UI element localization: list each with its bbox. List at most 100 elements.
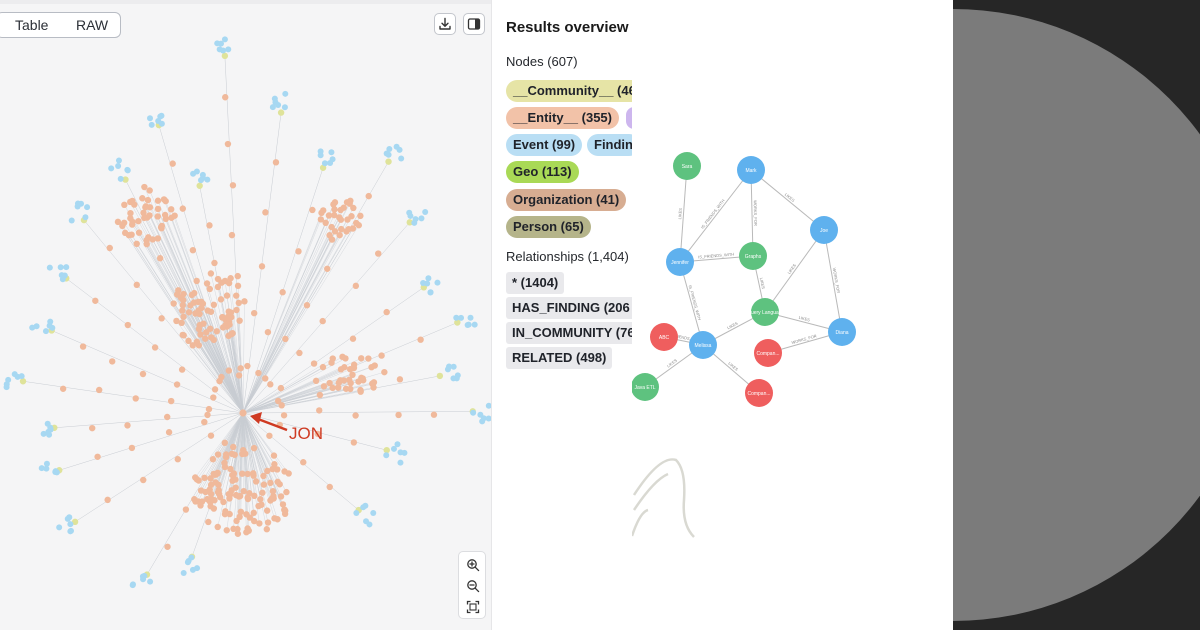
entity-node[interactable]	[207, 270, 215, 277]
finding-node[interactable]	[56, 524, 63, 531]
community-node[interactable]	[122, 176, 129, 183]
entity-node[interactable]	[141, 183, 148, 191]
entity-node[interactable]	[210, 505, 218, 512]
finding-node[interactable]	[216, 46, 223, 53]
entity-node[interactable]	[274, 516, 281, 523]
finding-node[interactable]	[115, 162, 122, 169]
entity-node[interactable]	[337, 366, 345, 373]
finding-node[interactable]	[471, 321, 478, 328]
finding-node[interactable]	[124, 167, 131, 174]
fit-to-screen-button[interactable]	[463, 597, 483, 617]
finding-node[interactable]	[370, 509, 377, 516]
finding-node[interactable]	[82, 214, 89, 221]
entity-node[interactable]	[206, 285, 214, 293]
entity-node[interactable]	[310, 360, 318, 367]
entity-node[interactable]	[279, 501, 287, 508]
entity-node[interactable]	[195, 325, 203, 333]
finding-node[interactable]	[420, 280, 427, 287]
entity-node[interactable]	[223, 292, 231, 299]
entity-node[interactable]	[165, 429, 173, 436]
entity-node[interactable]	[370, 384, 377, 391]
entity-node[interactable]	[350, 439, 358, 446]
entity-node[interactable]	[319, 317, 326, 325]
entity-node[interactable]	[179, 205, 186, 212]
entity-node[interactable]	[347, 385, 354, 393]
entity-node[interactable]	[89, 424, 96, 432]
entity-node[interactable]	[281, 468, 288, 475]
zoom-in-button[interactable]	[463, 555, 483, 575]
finding-node[interactable]	[446, 363, 453, 370]
entity-node[interactable]	[250, 470, 257, 477]
graph-canvas-panel[interactable]: JON Table RAW	[0, 0, 492, 630]
finding-node[interactable]	[454, 372, 461, 379]
entity-node[interactable]	[189, 342, 196, 349]
entity-node[interactable]	[256, 520, 263, 527]
finding-node[interactable]	[427, 289, 434, 296]
entity-node[interactable]	[206, 486, 213, 493]
finding-node[interactable]	[47, 318, 54, 325]
entity-node[interactable]	[164, 413, 171, 421]
entity-node[interactable]	[124, 321, 132, 329]
relationship-pill-in-community[interactable]: IN_COMMUNITY (76	[506, 322, 632, 344]
entity-node[interactable]	[132, 395, 139, 402]
entity-node[interactable]	[135, 229, 143, 236]
finding-node[interactable]	[147, 115, 154, 122]
entity-node[interactable]	[197, 487, 205, 494]
entity-node[interactable]	[246, 490, 253, 497]
entity-node[interactable]	[207, 432, 215, 439]
finding-node[interactable]	[434, 279, 441, 286]
community-node[interactable]	[221, 52, 229, 60]
entity-node[interactable]	[378, 352, 385, 359]
entity-node[interactable]	[197, 331, 204, 338]
finding-node[interactable]	[363, 518, 370, 525]
community-node[interactable]	[19, 378, 27, 385]
entity-node[interactable]	[346, 366, 354, 373]
entity-node[interactable]	[264, 328, 272, 336]
community-node[interactable]	[383, 446, 390, 454]
entity-node[interactable]	[154, 197, 162, 204]
entity-node[interactable]	[167, 397, 175, 405]
finding-node[interactable]	[425, 275, 432, 282]
entity-node[interactable]	[335, 384, 342, 391]
entity-node[interactable]	[326, 379, 333, 387]
entity-node[interactable]	[234, 272, 241, 280]
node-pill-geo[interactable]: Geo (113)	[506, 161, 579, 183]
entity-node[interactable]	[235, 299, 243, 307]
entity-node[interactable]	[250, 509, 257, 517]
entity-node[interactable]	[230, 443, 237, 451]
entity-node[interactable]	[324, 265, 331, 272]
entity-node[interactable]	[214, 283, 222, 291]
finding-node[interactable]	[398, 155, 405, 162]
entity-node[interactable]	[158, 315, 165, 322]
node-pill-entity[interactable]: __Entity__ (355)	[506, 107, 619, 129]
entity-node[interactable]	[223, 527, 230, 534]
entity-node[interactable]	[225, 367, 233, 374]
finding-node[interactable]	[383, 150, 390, 157]
entity-node[interactable]	[231, 451, 238, 458]
finding-node[interactable]	[3, 384, 10, 391]
entity-node[interactable]	[119, 222, 126, 230]
entity-node[interactable]	[295, 248, 302, 255]
entity-node[interactable]	[318, 209, 325, 217]
finding-node[interactable]	[390, 445, 397, 452]
entity-node[interactable]	[274, 397, 282, 405]
entity-node[interactable]	[330, 211, 338, 219]
entity-node[interactable]	[337, 206, 344, 214]
entity-node[interactable]	[230, 470, 238, 477]
entity-node[interactable]	[114, 218, 122, 226]
entity-node[interactable]	[200, 320, 207, 327]
entity-node[interactable]	[179, 302, 187, 309]
finding-node[interactable]	[108, 165, 115, 172]
entity-node[interactable]	[124, 422, 131, 429]
finding-node[interactable]	[272, 99, 279, 106]
entity-node[interactable]	[235, 372, 243, 379]
entity-node[interactable]	[229, 182, 237, 189]
node-pill-organization[interactable]: Organization (41)	[506, 189, 627, 211]
finding-node[interactable]	[117, 175, 124, 182]
entity-node[interactable]	[215, 481, 222, 489]
finding-node[interactable]	[225, 46, 232, 53]
entity-node[interactable]	[349, 335, 357, 342]
finding-node[interactable]	[67, 528, 74, 535]
entity-node[interactable]	[191, 496, 198, 503]
finding-node[interactable]	[397, 459, 404, 466]
